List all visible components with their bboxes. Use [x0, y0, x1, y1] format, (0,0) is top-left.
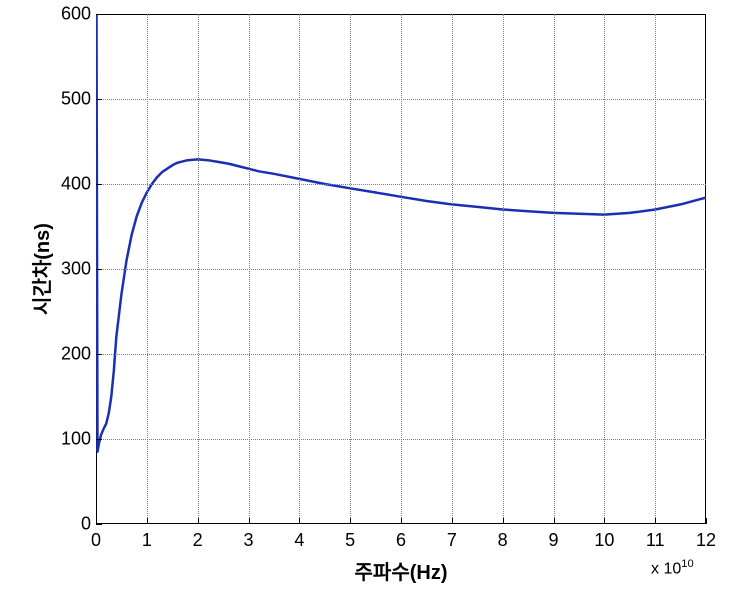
exponent-sup: 10 — [681, 558, 693, 570]
grid-line-v — [147, 14, 148, 524]
exponent-base: x 10 — [651, 560, 681, 577]
y-tick-label: 200 — [41, 344, 91, 365]
line-svg — [0, 0, 741, 600]
grid-line-v — [604, 14, 605, 524]
x-tick-label: 9 — [534, 530, 574, 551]
y-tick-label: 100 — [41, 429, 91, 450]
x-tick-label: 7 — [432, 530, 472, 551]
x-tick-label: 11 — [635, 530, 675, 551]
grid-line-v — [452, 14, 453, 524]
grid-line-v — [401, 14, 402, 524]
x-axis-label: 주파수(Hz) — [355, 556, 448, 585]
x-tick-label: 12 — [686, 530, 726, 551]
x-tick-label: 4 — [279, 530, 319, 551]
grid-line-v — [503, 14, 504, 524]
x-tick-label: 10 — [584, 530, 624, 551]
y-tick-label: 600 — [41, 4, 91, 25]
chart-container: 0100200300400500600 0123456789101112 시간차… — [0, 0, 741, 600]
grid-line-v — [249, 14, 250, 524]
grid-line-v — [350, 14, 351, 524]
x-tick-label: 6 — [381, 530, 421, 551]
x-tick-label: 8 — [483, 530, 523, 551]
y-tick-label: 500 — [41, 89, 91, 110]
x-tick-label: 2 — [178, 530, 218, 551]
grid-line-v — [655, 14, 656, 524]
x-tick-label: 1 — [127, 530, 167, 551]
x-tick-label: 3 — [229, 530, 269, 551]
x-tick-label: 0 — [76, 530, 116, 551]
grid-line-v — [299, 14, 300, 524]
grid-line-v — [554, 14, 555, 524]
grid-line-v — [198, 14, 199, 524]
y-tick-label: 400 — [41, 174, 91, 195]
x-axis-exponent: x 1010 — [651, 558, 694, 578]
x-tick-label: 5 — [330, 530, 370, 551]
y-axis-label: 시간차(ns) — [26, 223, 55, 315]
